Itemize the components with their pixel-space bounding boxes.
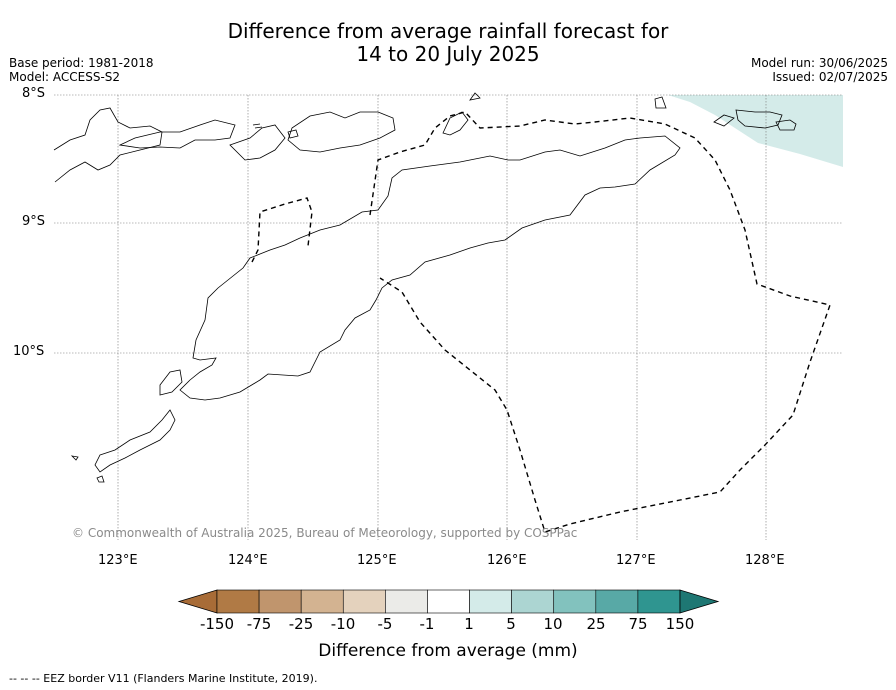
model-text: Model: ACCESS-S2 <box>9 70 121 84</box>
island-small-5 <box>70 455 79 461</box>
base-period-text: Base period: 1981-2018 <box>9 56 154 70</box>
colorbar-segment <box>427 589 470 614</box>
colorbar-tick: -75 <box>246 615 272 633</box>
lat-label-8s: 8°S <box>22 86 46 101</box>
lat-label-10s: 10°S <box>13 344 45 359</box>
island-east-2 <box>735 109 783 129</box>
lon-label-125e: 125°E <box>357 553 397 568</box>
island-rote <box>94 409 176 473</box>
colorbar-tick: -5 <box>377 615 393 633</box>
colorbar-segment <box>637 589 681 614</box>
island-east-1 <box>713 114 735 127</box>
colorbar-tick: 1 <box>464 615 474 633</box>
lon-label-123e: 123°E <box>98 553 138 568</box>
colorbar-segment <box>469 589 512 614</box>
island-east-3 <box>775 119 797 131</box>
issued-text: Issued: 02/07/2025 <box>772 70 888 84</box>
forecast-region-wet <box>668 95 843 167</box>
coastlines <box>53 92 797 483</box>
island-west-main <box>53 107 163 183</box>
colorbar-segment <box>300 589 344 614</box>
colorbar-tick: -25 <box>288 615 314 633</box>
colorbar-tick: -150 <box>199 615 235 633</box>
colorbar-extend-low <box>177 589 218 614</box>
colorbar-segment <box>258 589 302 614</box>
island-semau <box>159 369 183 396</box>
meta-right: Model run: 30/06/2025 Issued: 02/07/2025 <box>751 56 888 84</box>
colorbar-segment <box>385 589 428 614</box>
island-ndao <box>96 475 105 483</box>
lon-label-127e: 127°E <box>616 553 656 568</box>
island-timor <box>179 135 681 401</box>
island-small-1 <box>287 129 299 139</box>
lat-label-9s: 9°S <box>22 214 46 229</box>
island-flores-east <box>229 124 286 161</box>
lon-label-126e: 126°E <box>487 553 527 568</box>
island-small-3 <box>469 92 481 101</box>
colorbar-tick: 5 <box>506 615 516 633</box>
colorbar-tick: -1 <box>419 615 435 633</box>
copyright-notice: © Commonwealth of Australia 2025, Bureau… <box>72 526 578 540</box>
lon-label-124e: 124°E <box>228 553 268 568</box>
title-line-2: 14 to 20 July 2025 <box>356 42 540 66</box>
eez-legend-note: -- -- -- EEZ border V11 (Flanders Marine… <box>9 672 318 685</box>
island-wetar <box>442 111 469 136</box>
colorbar-tick: 10 <box>543 615 563 633</box>
model-run-text: Model run: 30/06/2025 <box>750 56 888 70</box>
island-small-2 <box>252 123 263 129</box>
title-line-1: Difference from average rainfall forecas… <box>227 19 669 43</box>
meta-left: Base period: 1981-2018 Model: ACCESS-S2 <box>9 56 154 84</box>
colorbar-segment <box>216 589 260 614</box>
colorbar-tick: 150 <box>665 615 695 633</box>
island-small-4 <box>654 96 667 109</box>
colorbar-tick: 75 <box>628 615 648 633</box>
lon-label-128e: 128°E <box>745 553 785 568</box>
colorbar-segment <box>511 589 555 614</box>
colorbar-tick: 25 <box>586 615 606 633</box>
island-alor <box>287 111 396 153</box>
colorbar-segment <box>595 589 639 614</box>
colorbar-segment <box>342 589 386 614</box>
chart-title: Difference from average rainfall forecas… <box>0 20 896 66</box>
colorbar-extend-high <box>679 589 720 614</box>
eez-border <box>251 111 831 533</box>
colorbar-tick: -10 <box>330 615 356 633</box>
island-north-upper <box>118 119 236 149</box>
colorbar-label: Difference from average (mm) <box>318 641 578 661</box>
colorbar-segment <box>553 589 597 614</box>
